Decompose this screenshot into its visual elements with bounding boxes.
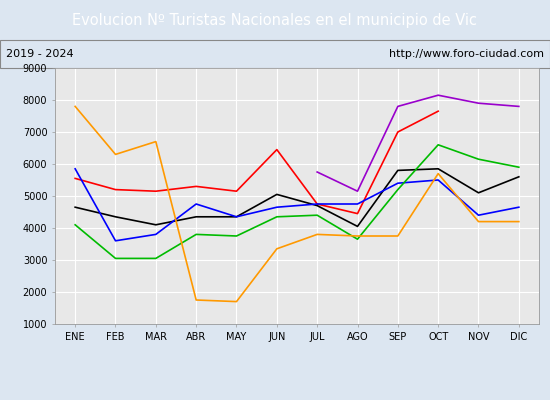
Text: Evolucion Nº Turistas Nacionales en el municipio de Vic: Evolucion Nº Turistas Nacionales en el m… <box>73 12 477 28</box>
Text: 2019 - 2024: 2019 - 2024 <box>6 49 73 59</box>
Text: http://www.foro-ciudad.com: http://www.foro-ciudad.com <box>389 49 544 59</box>
